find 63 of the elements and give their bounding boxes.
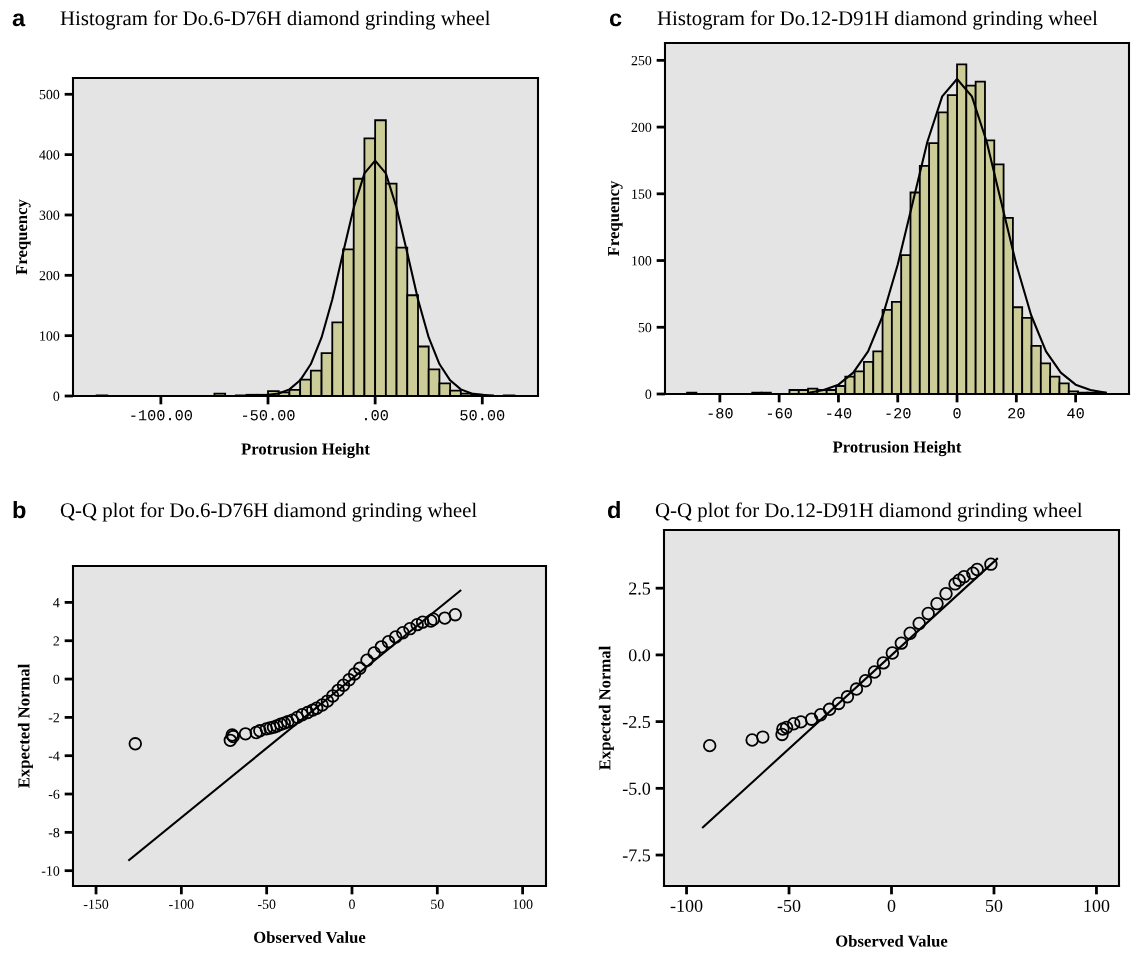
- y-tick-label: -10: [41, 866, 60, 876]
- x-tick-label: 0: [887, 899, 896, 912]
- x-tick-label: -50: [257, 899, 276, 909]
- chart-title: Q-Q plot for Do.12-D91H diamond grinding wheel: [655, 502, 1083, 522]
- y-tick-label: 400: [39, 150, 60, 160]
- y-tick-label: 2.5: [629, 582, 651, 595]
- y-tick-label: 0: [645, 389, 652, 399]
- y-tick-label: -6: [48, 789, 60, 799]
- y-tick-label: 300: [39, 210, 60, 220]
- x-tick-label: -50.00: [242, 410, 295, 421]
- y-tick-label: 0.0: [628, 649, 651, 662]
- x-tick-label: .00: [365, 410, 388, 421]
- x-tick-label: -60: [767, 408, 792, 419]
- y-tick-label: -7.5: [622, 849, 651, 862]
- x-tick-label: 50: [431, 899, 444, 909]
- x-tick-label: 50.00: [460, 410, 505, 421]
- chart-title: Q-Q plot for Do.6-D76H diamond grinding wheel: [60, 502, 477, 522]
- x-tick-label: 20: [1008, 408, 1025, 419]
- y-tick-label: 200: [39, 270, 60, 281]
- x-axis-title: Observed Value: [836, 935, 948, 947]
- y-tick-label: 100: [632, 256, 652, 266]
- y-tick-label: 500: [39, 89, 60, 100]
- y-tick-label: 200: [631, 122, 652, 133]
- x-tick-label: -100.00: [131, 410, 192, 421]
- x-axis-title: Protrusion Height: [241, 442, 370, 459]
- x-tick-label: 0: [349, 899, 355, 909]
- x-tick-label: -80: [708, 408, 733, 419]
- x-tick-label: -40: [827, 408, 852, 419]
- x-tick-label: 50: [986, 899, 1003, 912]
- y-tick-label: -2: [48, 713, 60, 723]
- text: d: [607, 500, 620, 519]
- y-tick-label: 50: [638, 322, 652, 333]
- x-tick-label: -100: [670, 899, 703, 912]
- y-axis-title: Expected Normal: [598, 646, 614, 770]
- x-tick-label: -100: [169, 899, 194, 909]
- y-tick-label: 2: [53, 636, 60, 646]
- x-tick-label: 40: [1067, 408, 1084, 419]
- x-tick-label: 0: [953, 408, 961, 419]
- x-axis-title: Observed Value: [254, 931, 366, 944]
- x-tick-label: -20: [886, 408, 911, 419]
- y-tick-label: 0: [53, 391, 60, 401]
- chart-title: Histogram for Do.6-D76H diamond grinding wheel: [60, 10, 491, 30]
- y-tick-label: -5.0: [622, 782, 651, 795]
- text: a: [12, 13, 26, 27]
- y-tick-label: -8: [48, 827, 60, 838]
- chart-title: Histogram for Do.12-D91H diamond grinding wheel: [657, 10, 1098, 30]
- y-tick-label: 0: [53, 674, 60, 685]
- text: c: [609, 13, 622, 27]
- text: b: [13, 500, 26, 519]
- y-axis-title: Frequency: [608, 180, 623, 257]
- x-tick-label: 100: [1084, 899, 1110, 912]
- y-tick-label: 100: [40, 331, 60, 341]
- x-tick-label: -50: [777, 899, 801, 912]
- y-tick-label: 250: [631, 55, 652, 66]
- x-tick-label: 100: [513, 899, 533, 909]
- y-tick-label: 4: [53, 598, 60, 608]
- x-tick-label: -150: [83, 899, 109, 909]
- x-axis-title: Protrusion Height: [832, 440, 962, 457]
- y-axis-title: Expected Normal: [17, 664, 33, 788]
- y-axis-title: Frequency: [16, 199, 31, 275]
- y-tick-label: -2.5: [622, 715, 651, 729]
- y-tick-label: 150: [632, 189, 652, 199]
- y-tick-label: -4: [48, 751, 60, 761]
